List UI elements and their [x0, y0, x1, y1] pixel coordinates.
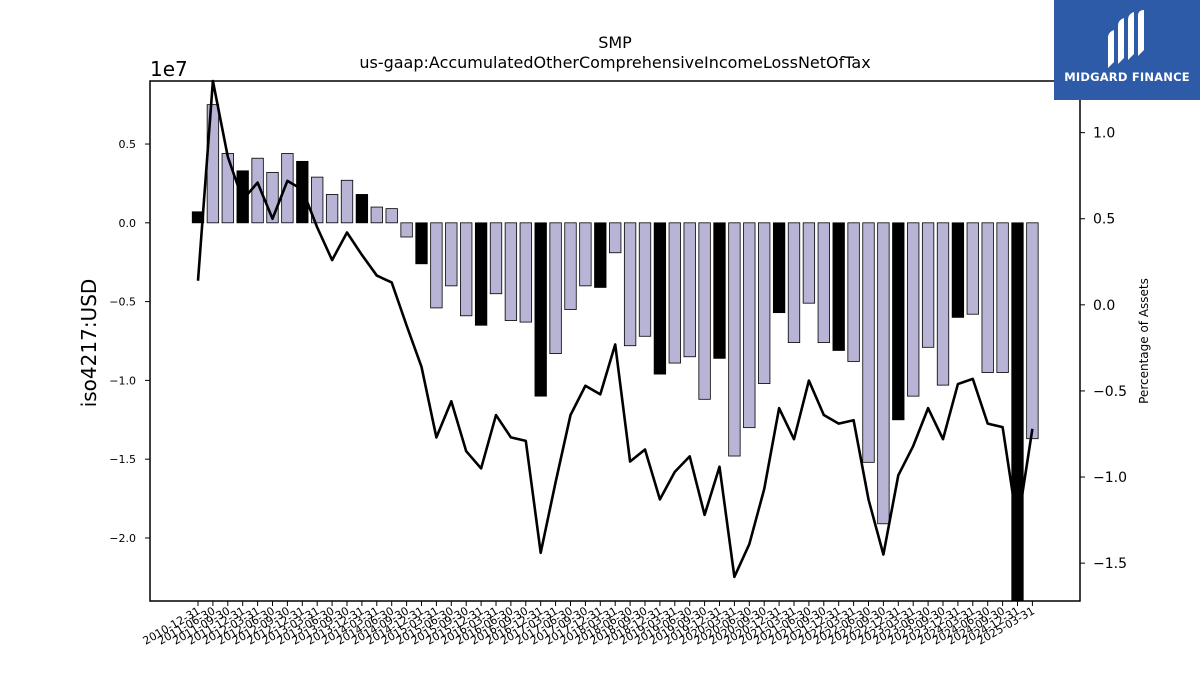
bar-2012-06-30 [266, 171, 279, 224]
bar-2017-03-31 [549, 222, 562, 355]
midgard-logo-icon [1108, 10, 1144, 68]
bar-2024-03-31 [966, 222, 979, 315]
bar-2020-03-31 [728, 222, 741, 457]
bar-2017-06-30 [564, 222, 577, 310]
percentage-of-assets-line [196, 79, 1034, 579]
bar-2019-09-30 [698, 222, 711, 400]
y2-tick-label: −0.5 [1093, 384, 1127, 400]
bar-2022-03-31 [847, 222, 860, 362]
bar-2018-03-31 [609, 222, 622, 254]
bar-2020-09-30 [758, 222, 771, 384]
bar-2015-12-31 [474, 222, 488, 326]
bar-2013-03-31 [311, 176, 324, 224]
bar-2013-09-30 [340, 179, 354, 224]
y2-tick-label: 0.0 [1093, 298, 1115, 314]
y-scale-label: 1e7 [150, 57, 188, 81]
bar-2015-09-30 [460, 222, 473, 317]
bar-2013-06-30 [325, 194, 339, 224]
bar-2013-12-31 [355, 194, 369, 224]
y2-axis-label: Percentage of Assets [1137, 278, 1151, 404]
bar-2023-09-30 [936, 222, 950, 386]
bar-2022-12-31 [892, 222, 905, 421]
bar-2014-09-30 [400, 222, 413, 238]
bar-2021-12-31 [832, 222, 845, 351]
bar-2016-06-30 [504, 222, 518, 321]
bar-2015-06-30 [445, 222, 458, 287]
y-tick-label: −1.5 [109, 453, 136, 466]
y2-tick-label: 1.0 [1093, 126, 1115, 142]
y2-tick-label: 0.5 [1093, 212, 1115, 228]
bar-2011-09-30 [221, 153, 234, 224]
bar-2014-03-31 [370, 206, 383, 224]
brand-logo: MIDGARD FINANCE [1054, 0, 1200, 100]
y2-tick-label: −1.5 [1093, 556, 1127, 572]
y-tick-label: −1.0 [109, 374, 136, 387]
bar-2016-03-31 [489, 222, 503, 295]
bar-2014-06-30 [385, 208, 398, 224]
bar-2023-12-31 [951, 222, 965, 318]
bar-2016-09-30 [519, 222, 532, 323]
bar-2016-12-31 [534, 222, 547, 397]
bar-2023-03-31 [907, 222, 920, 397]
bar-2021-09-30 [817, 222, 830, 343]
y-tick-label: 0.5 [119, 138, 137, 151]
bar-2017-12-31 [594, 222, 607, 288]
bar-2023-06-30 [921, 222, 935, 348]
bar-2017-09-30 [579, 222, 592, 287]
bar-2014-12-31 [415, 222, 428, 265]
bar-2019-12-31 [713, 222, 726, 359]
bar-2024-12-31 [1011, 222, 1024, 602]
chart-subtitle: us-gaap:AccumulatedOtherComprehensiveInc… [359, 53, 870, 72]
bar-2024-06-30 [981, 222, 994, 373]
logo-text: MIDGARD FINANCE [1064, 70, 1190, 84]
chart-title: SMP [598, 33, 632, 52]
y-tick-label: −2.0 [109, 532, 136, 545]
y-axis-label: iso4217:USD [77, 279, 101, 408]
bar-2022-09-30 [877, 222, 890, 525]
bar-2019-03-31 [668, 222, 681, 364]
y-tick-label: −0.5 [109, 296, 136, 309]
bar-2024-09-30 [996, 222, 1009, 373]
bar-2022-06-30 [862, 222, 875, 463]
bar-2020-06-30 [743, 222, 756, 429]
bar-2019-06-30 [683, 222, 696, 358]
bar-2015-03-31 [430, 222, 443, 309]
y-tick-label: 0.0 [119, 217, 137, 230]
bar-2018-06-30 [623, 222, 637, 347]
bar-2018-09-30 [638, 222, 652, 337]
bar-2021-03-31 [787, 222, 801, 343]
y2-tick-label: −1.0 [1093, 470, 1127, 486]
bar-2020-12-31 [772, 222, 786, 314]
bar-2025-03-31 [1026, 222, 1039, 440]
bar-2021-06-30 [802, 222, 816, 304]
bar-2012-09-30 [281, 153, 294, 224]
bar-2018-12-31 [653, 222, 667, 375]
